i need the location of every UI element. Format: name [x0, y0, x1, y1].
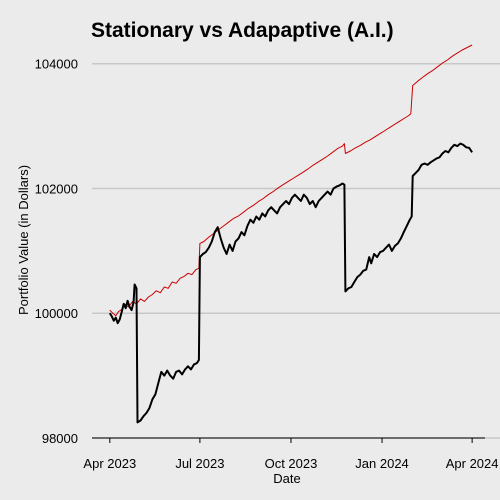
y-tick-label: 100000: [35, 306, 78, 321]
adaptive-series-line: [108, 142, 473, 424]
x-tick-label: Apr 2024: [446, 456, 499, 471]
stationary-series-line: [109, 44, 473, 317]
y-axis-label: Portfolio Value (in Dollars): [16, 165, 31, 315]
x-axis-label: Date: [273, 471, 300, 486]
x-tick-label: Apr 2023: [83, 456, 136, 471]
y-tick-label: 104000: [35, 57, 78, 72]
x-tick-label: Jan 2024: [355, 456, 409, 471]
x-tick-label: Oct 2023: [265, 456, 318, 471]
y-axis-tick-labels: 98000 100000 102000 104000: [35, 57, 78, 446]
y-tick-label: 98000: [42, 431, 78, 446]
x-tick-label: Jul 2023: [175, 456, 224, 471]
y-tick-label: 102000: [35, 181, 78, 196]
x-axis-tick-labels: Apr 2023 Jul 2023 Oct 2023 Jan 2024 Apr 2024: [83, 456, 498, 471]
grid: [92, 62, 500, 439]
series-group: [108, 44, 473, 424]
x-axis: [92, 437, 485, 443]
chart-title: Stationary vs Adapaptive (A.I.): [91, 19, 394, 42]
